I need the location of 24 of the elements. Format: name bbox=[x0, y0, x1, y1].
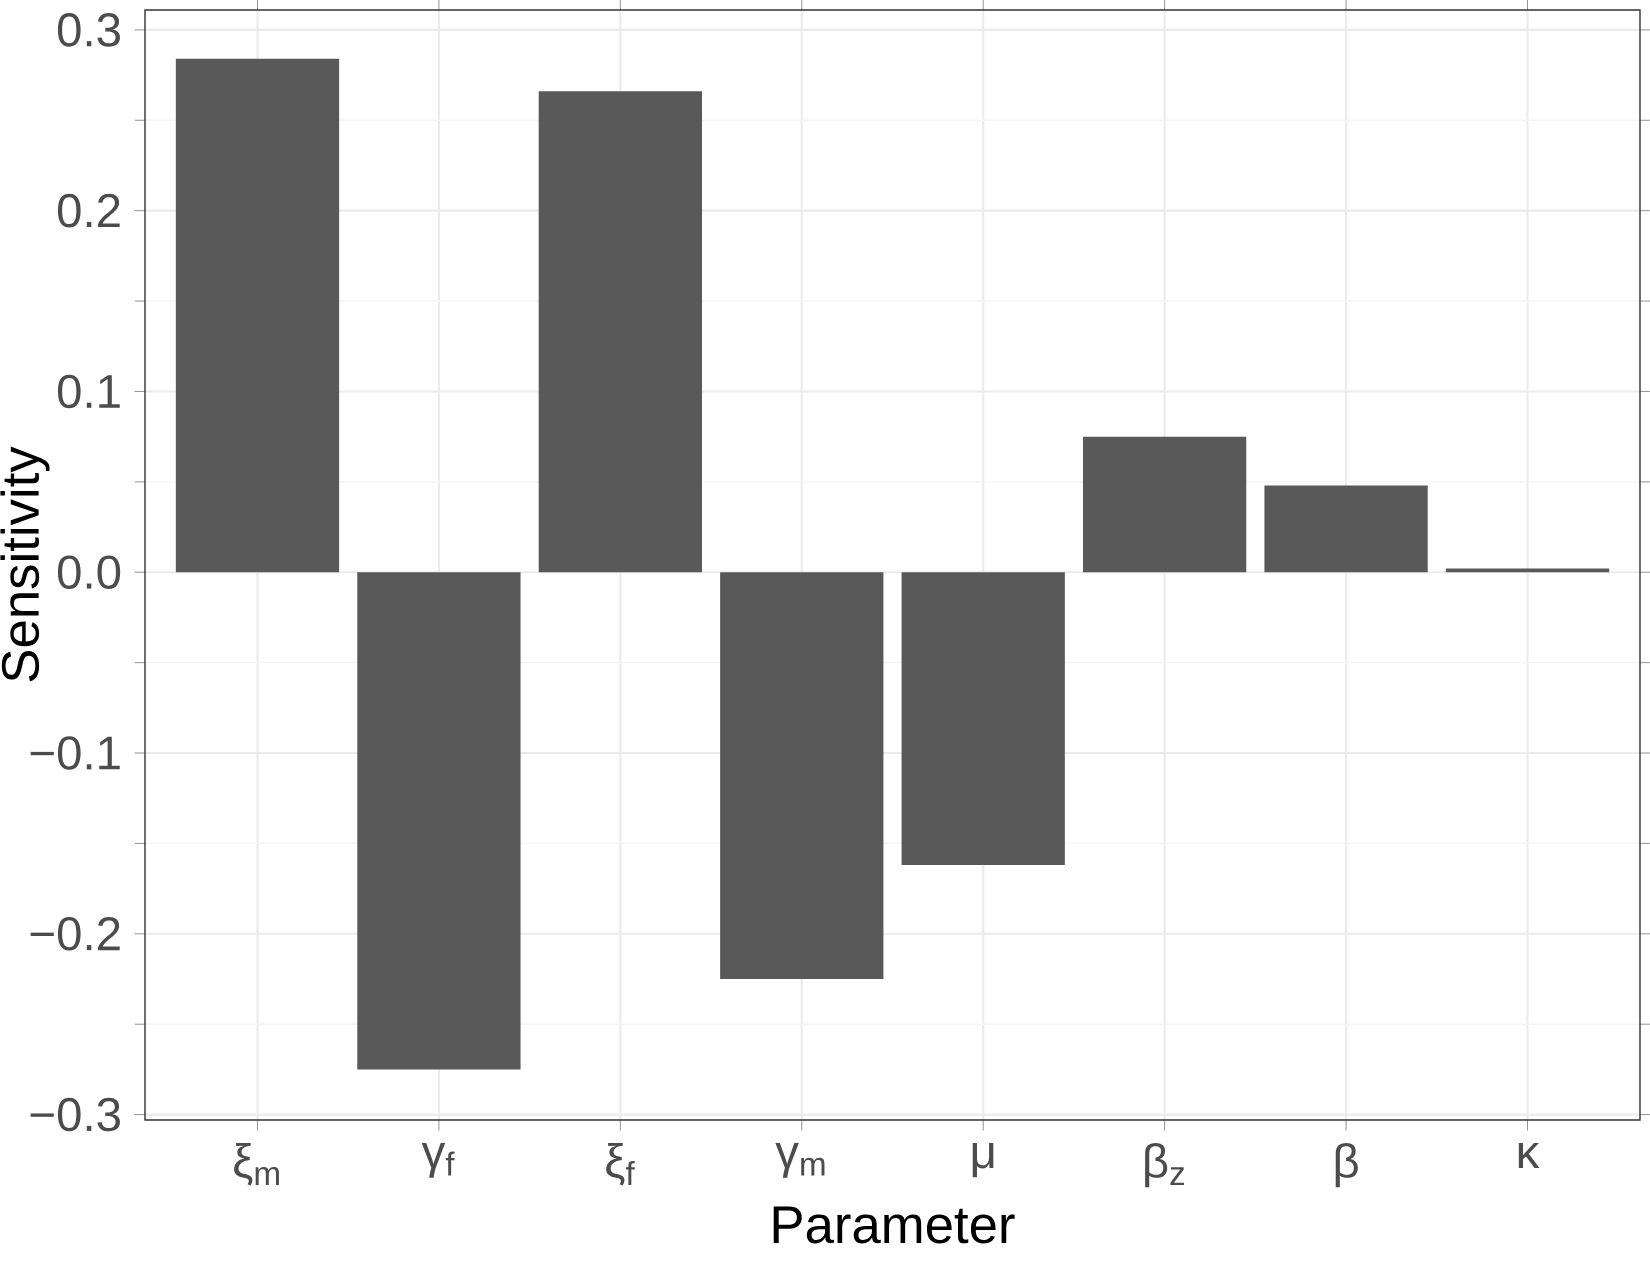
bar bbox=[720, 572, 884, 979]
x-tick-label: γ$_{m}$ bbox=[775, 1142, 825, 1178]
y-tick-label: 0.0 bbox=[57, 555, 121, 589]
y-tick-label: 0.2 bbox=[57, 193, 120, 228]
x-tick-label: β$_{z}$ bbox=[1145, 1142, 1185, 1188]
bar bbox=[1264, 485, 1428, 573]
y-tick-label: −0.1 bbox=[30, 736, 120, 770]
x-axis-title: Parameter bbox=[773, 1206, 1015, 1244]
bar bbox=[1082, 436, 1247, 573]
bar bbox=[175, 58, 340, 573]
y-tick-label: −0.2 bbox=[30, 917, 120, 951]
bar bbox=[357, 572, 521, 1070]
x-tick-label: ξ$_{f}$ bbox=[606, 1142, 635, 1186]
bar bbox=[538, 91, 702, 573]
bar bbox=[901, 572, 1065, 866]
x-tick-label: γ$_{f}$ bbox=[421, 1142, 455, 1178]
y-tick-label: −0.3 bbox=[30, 1097, 120, 1132]
y-axis-title: Sensitivity bbox=[0, 446, 50, 682]
x-tick-label: ξ$_{m}$ bbox=[234, 1142, 279, 1186]
x-tick-label: μ bbox=[972, 1142, 994, 1178]
y-tick-label: 0.3 bbox=[57, 13, 120, 47]
x-tick-label: κ bbox=[1518, 1142, 1540, 1169]
x-tick-label: β bbox=[1335, 1142, 1358, 1188]
y-tick-label: 0.1 bbox=[57, 374, 120, 409]
